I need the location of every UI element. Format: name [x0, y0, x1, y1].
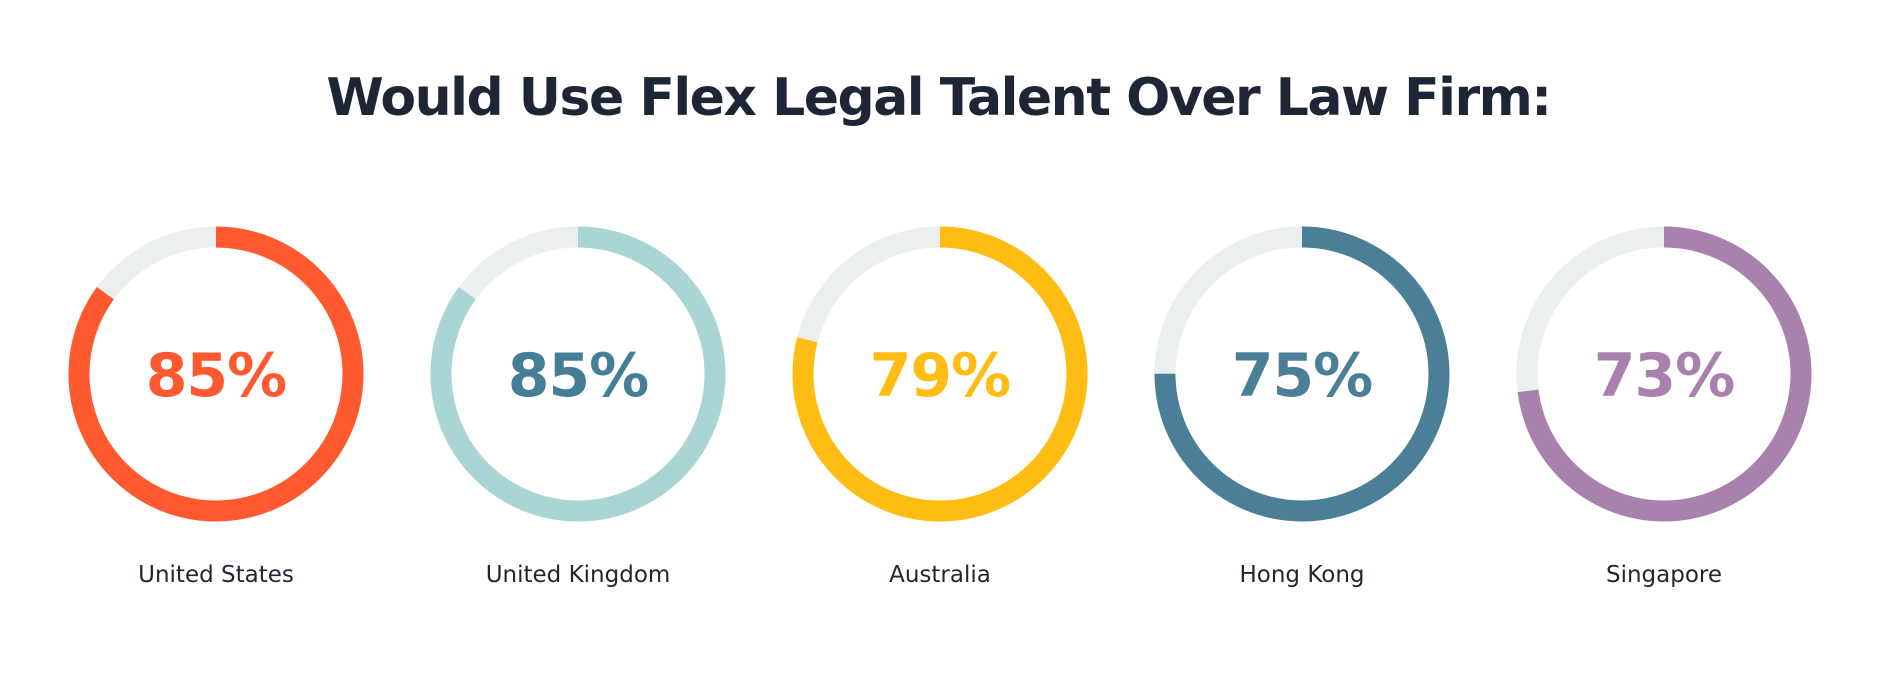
value-label: 85%: [146, 341, 287, 411]
donut-arc: [1154, 226, 1450, 522]
donut-arc: [68, 226, 364, 522]
donut-singapore: 73% Singapore: [1516, 226, 1812, 588]
donut-united-states: 85% United States: [68, 226, 364, 588]
donut-arc: [792, 226, 1088, 522]
category-label: Singapore: [1606, 562, 1722, 588]
donut-arc: [1516, 226, 1812, 522]
value-label: 85%: [508, 341, 649, 411]
category-label: United States: [138, 562, 294, 588]
value-label: 79%: [870, 341, 1011, 411]
category-label: Hong Kong: [1239, 562, 1364, 588]
donut-australia: 79% Australia: [792, 226, 1088, 588]
donut-hong-kong: 75% Hong Kong: [1154, 226, 1450, 588]
value-label: 75%: [1232, 341, 1373, 411]
value-label: 73%: [1594, 341, 1735, 411]
category-label: Australia: [889, 562, 991, 588]
chart-title: Would Use Flex Legal Talent Over Law Fir…: [326, 68, 1552, 128]
category-label: United Kingdom: [486, 562, 671, 588]
donut-arc: [430, 226, 726, 522]
donut-united-kingdom: 85% United Kingdom: [430, 226, 726, 588]
